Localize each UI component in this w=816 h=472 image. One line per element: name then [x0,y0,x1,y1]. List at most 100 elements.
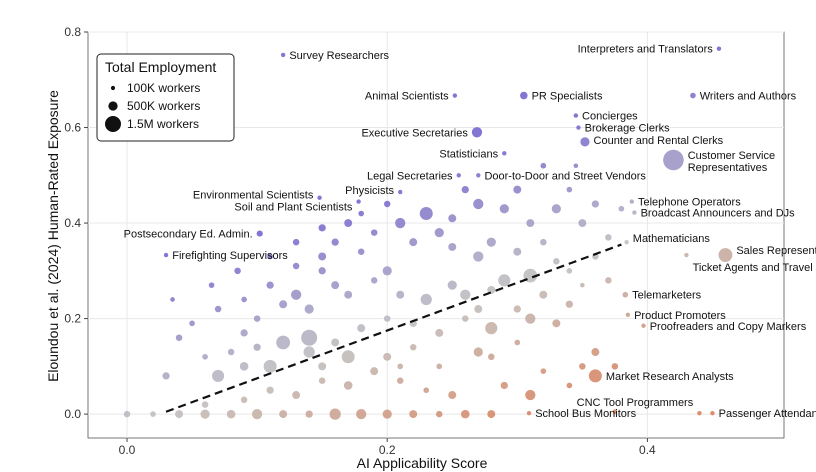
point-label: Telemarketers [632,290,702,302]
data-point [301,329,318,346]
point-label: Customer Service Representatives [688,150,775,174]
data-point [434,228,444,238]
point-label: Broadcast Announcers and DJs [641,208,796,220]
data-point [605,277,612,284]
data-point [240,329,248,337]
labeled-point [256,230,263,237]
data-point [208,282,215,288]
data-point [344,290,353,299]
data-point [292,238,300,246]
legend-marker [104,115,122,133]
x-tick-label: 0.4 [639,443,656,457]
data-point [276,335,291,350]
data-point [580,282,585,288]
labeled-point [471,127,483,138]
data-point [448,242,457,251]
data-point [266,281,274,289]
data-point [292,262,300,270]
data-point [382,266,392,276]
legend-entries: 100K workers 500K workers 1.5M workers [104,81,200,133]
labeled-point [629,199,634,204]
data-point [500,381,508,390]
legend-marker [110,85,116,91]
data-point [358,210,365,217]
data-points [123,46,733,420]
data-point [395,217,406,229]
data-point [331,281,340,290]
data-point [591,348,600,357]
labeled-point [526,410,532,416]
data-point [357,324,366,333]
data-point [383,315,391,322]
labeled-point [398,189,403,195]
data-point [461,185,469,194]
data-point [552,319,561,328]
data-point [253,315,261,322]
data-point [526,219,535,228]
labeled-point [356,199,361,204]
data-point [473,251,484,262]
y-tick-label: 0.2 [64,312,81,326]
data-point [331,338,340,347]
labeled-point [624,239,629,245]
y-tick-label: 0.0 [64,407,81,421]
point-label: CNC Tool Programmers [577,397,694,409]
point-label: Brokerage Clerks [585,123,670,135]
labeled-point [576,125,581,130]
data-point [487,410,496,419]
data-point [263,359,277,373]
data-point [267,253,273,260]
data-point [525,313,536,324]
data-point [513,305,521,313]
data-point [201,401,209,408]
data-point [170,297,175,302]
data-point [485,322,498,335]
point-labels: Survey Researchers Interpreters and Trans… [124,44,816,420]
point-label: Mathematicians [633,233,711,245]
point-label: Legal Secretaries [367,170,453,182]
point-label: Firefighting Supervisors [172,250,288,262]
labeled-point [588,369,602,383]
legend-marker [108,101,118,111]
point-label: Counter and Rental Clerks [594,135,724,147]
data-point [435,410,443,418]
point-label: Physicists [345,185,394,197]
data-point [448,214,457,223]
data-point [540,238,547,246]
labeled-point [684,252,689,258]
data-point [279,300,288,309]
data-point [499,204,509,214]
data-point [513,185,522,194]
legend-box [96,53,235,142]
data-point [611,363,619,370]
labeled-point [502,151,507,156]
data-point [266,386,274,394]
y-axis-ticks: 0.0 0.2 0.4 0.6 0.8 [64,25,88,421]
point-label: Ticket Agents and Travel Clerks [693,262,816,274]
data-point [539,290,548,299]
point-label: Product Promoters [634,310,726,322]
data-point [175,334,183,341]
y-axis-title: Eloundou et al. (2024) Human-Rated Expos… [45,90,61,382]
data-point [175,410,184,419]
data-point [370,367,379,376]
data-point [566,382,573,389]
point-label: Postsecondary Ed. Admin. [124,229,253,241]
data-point [397,363,404,370]
data-point [382,409,392,419]
data-point [341,350,355,364]
point-label: Soil and Plant Scientists [234,202,353,214]
data-point [212,369,225,382]
data-point [540,162,547,169]
data-point [409,343,417,351]
data-point [553,258,560,265]
data-point [473,347,483,357]
labeled-point [476,173,481,178]
point-label: Market Research Analysts [606,371,734,383]
data-point [318,224,326,232]
data-point [420,293,432,306]
data-point [162,372,170,380]
labeled-point [452,93,458,98]
data-point [460,409,470,419]
